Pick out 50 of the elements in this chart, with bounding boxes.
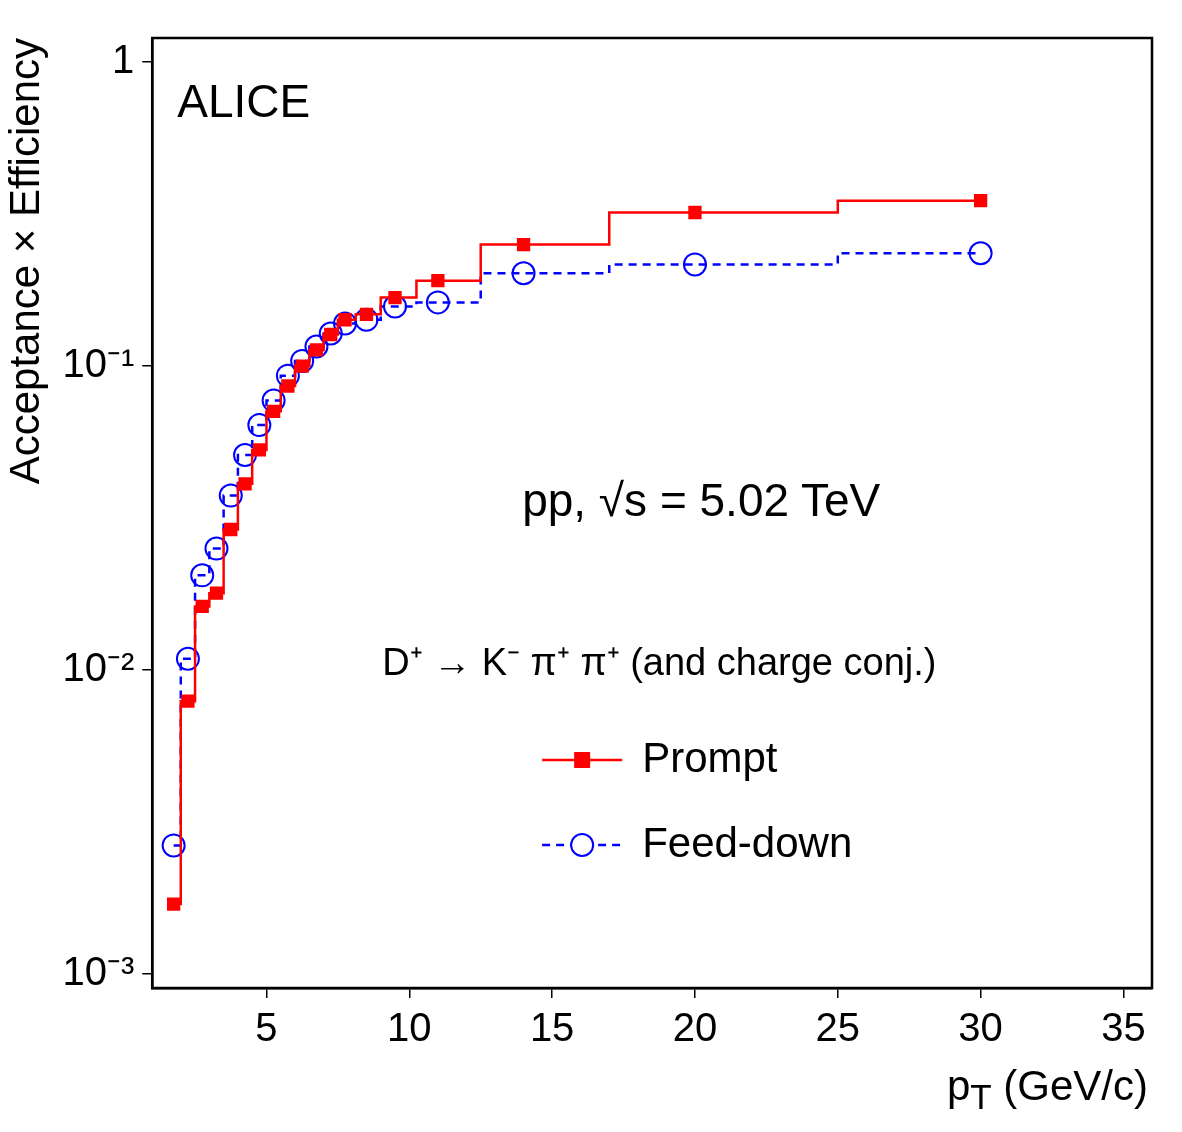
y-tick-label: 10⁻¹ — [62, 341, 135, 386]
point — [973, 194, 988, 208]
x-tick-label: 20 — [672, 1005, 718, 1050]
point — [968, 241, 993, 266]
x-tick-label: 5 — [255, 1005, 278, 1050]
y-tick-label: 10⁻³ — [62, 949, 135, 994]
point — [516, 237, 531, 252]
point — [252, 443, 266, 457]
point — [161, 833, 186, 858]
point — [682, 252, 707, 277]
y-tick-label: 1 — [111, 37, 135, 82]
x-tick-label: 10 — [387, 1005, 432, 1050]
point — [181, 694, 195, 708]
point — [425, 290, 450, 315]
x-axis-title: p$_{T}$ (GeV/c) — [946, 1062, 1148, 1118]
point — [238, 477, 252, 491]
point — [209, 586, 224, 600]
point — [688, 205, 702, 220]
point — [388, 290, 402, 305]
point — [318, 321, 343, 346]
point — [190, 563, 215, 588]
point — [166, 897, 181, 911]
legend-label: Prompt — [642, 733, 778, 781]
x-tick-label: 25 — [815, 1005, 861, 1050]
x-tick-label: 30 — [958, 1005, 1003, 1050]
annotation: pp, √s = 5.02 TeV — [522, 474, 881, 527]
point — [333, 311, 358, 336]
y-axis-title: Acceptance × Efficiency — [0, 38, 48, 485]
point — [354, 307, 379, 332]
x-tick-label: 35 — [1101, 1005, 1146, 1050]
annotation: D⁺ → K⁻ π⁺ π⁺ (and charge conj.) — [382, 641, 937, 684]
point — [247, 413, 272, 437]
point — [218, 483, 243, 508]
x-tick-label: 15 — [529, 1005, 575, 1050]
annotation: ALICE — [177, 75, 311, 128]
point — [511, 261, 536, 286]
point — [266, 404, 281, 418]
legend-label: Feed-down — [642, 818, 853, 866]
point — [431, 273, 445, 288]
point — [233, 442, 258, 467]
point — [281, 379, 295, 393]
point — [195, 599, 209, 614]
point — [290, 348, 315, 373]
point — [175, 646, 200, 671]
point — [275, 363, 300, 388]
point — [304, 334, 329, 359]
point — [261, 388, 286, 413]
point — [204, 536, 229, 561]
y-tick-label: 10⁻² — [62, 645, 135, 690]
point — [224, 522, 238, 537]
